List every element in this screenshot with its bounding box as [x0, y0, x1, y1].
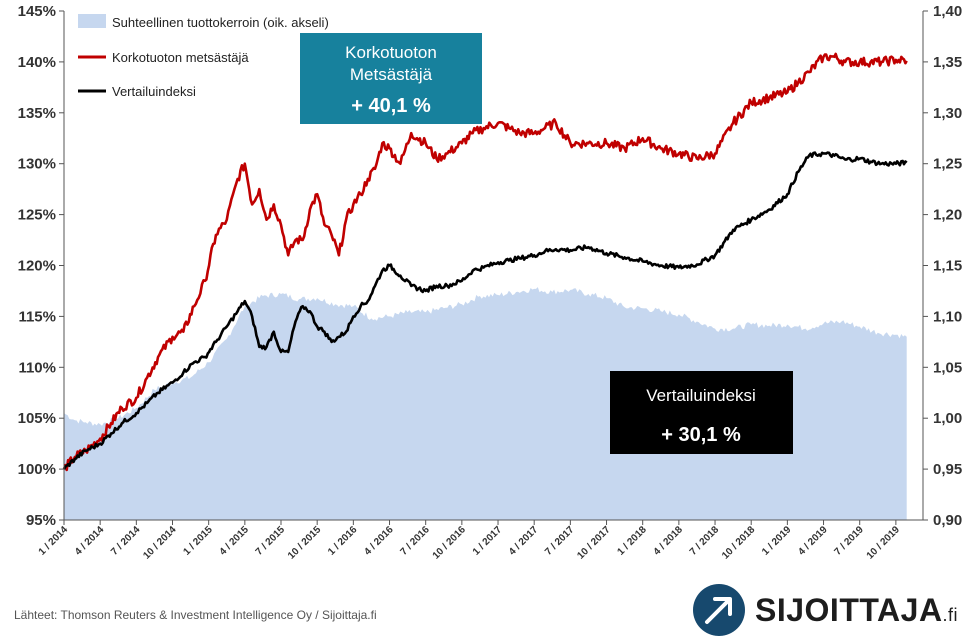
x-tick-label: 7 / 2017 [543, 524, 577, 558]
x-tick-label: 7 / 2015 [254, 524, 288, 558]
x-tick-label: 1 / 2015 [181, 524, 215, 558]
x-tick-label: 10 / 2016 [431, 524, 469, 562]
line-series-vertailuindeksi [62, 151, 908, 470]
left-tick-label: 120% [18, 258, 56, 275]
legend-label: Korkotuoton metsästäjä [112, 50, 249, 65]
legend: Suhteellinen tuottokerroin (oik. akseli)… [78, 14, 329, 99]
left-tick-label: 105% [18, 410, 56, 427]
logo-wordmark: SIJOITTAJA.fi [755, 592, 958, 629]
right-tick-label: 1,10 [933, 308, 962, 325]
callout-vertailuindeksi-value: + 30,1 % [661, 424, 741, 446]
legend-swatch-area [78, 14, 106, 28]
x-tick-label: 10 / 2017 [575, 524, 613, 562]
callout-korkotuoton: Korkotuoton Metsästäjä + 40,1 % [300, 33, 482, 124]
sijoittaja-logo: SIJOITTAJA.fi [693, 584, 973, 636]
left-tick-label: 130% [18, 156, 56, 173]
source-note: Lähteet: Thomson Reuters & Investment In… [14, 608, 377, 622]
left-tick-label: 140% [18, 54, 56, 71]
x-tick-label: 7 / 2018 [688, 524, 722, 558]
callout-korkotuoton-box [300, 33, 482, 124]
x-tick-label: 1 / 2018 [615, 524, 649, 558]
x-tick-label: 4 / 2014 [73, 524, 107, 558]
right-tick-label: 1,30 [933, 105, 962, 122]
x-tick-label: 10 / 2018 [720, 524, 758, 562]
left-tick-label: 100% [18, 461, 56, 478]
right-tick-label: 1,20 [933, 207, 962, 224]
x-tick-label: 4 / 2016 [362, 524, 396, 558]
logo-suffix: .fi [942, 605, 959, 625]
line-series-layer [62, 52, 908, 472]
callout-vertailuindeksi-box [610, 371, 793, 454]
callout-vertailuindeksi: Vertailuindeksi + 30,1 % [610, 371, 793, 454]
x-tick-label: 1 / 2019 [760, 524, 794, 558]
right-tick-label: 1,15 [933, 258, 962, 275]
line-series-korkotuoton-metsastaja [62, 52, 908, 472]
x-tick-label: 1 / 2016 [326, 524, 360, 558]
x-tick-label: 1 / 2017 [471, 524, 505, 558]
x-tick-label: 4 / 2019 [796, 524, 830, 558]
logo-circle [693, 584, 745, 636]
x-tick-label: 7 / 2016 [398, 524, 432, 558]
x-tick-label: 10 / 2015 [286, 524, 324, 562]
callout-korkotuoton-value: + 40,1 % [351, 95, 431, 117]
area-series-suhteellinen [64, 287, 907, 520]
right-tick-label: 0,90 [933, 512, 962, 529]
right-tick-label: 1,35 [933, 54, 962, 71]
x-tick-label: 4 / 2018 [652, 524, 686, 558]
area-series-layer [64, 287, 907, 520]
x-tick-label: 7 / 2019 [832, 524, 866, 558]
right-tick-label: 1,40 [933, 3, 962, 20]
legend-label: Vertailuindeksi [112, 84, 196, 99]
arrow-up-right-icon [705, 597, 732, 624]
right-tick-label: 1,05 [933, 359, 962, 376]
right-tick-label: 0,95 [933, 461, 962, 478]
x-tick-label: 1 / 2014 [37, 524, 71, 558]
left-tick-label: 145% [18, 3, 56, 20]
legend-label: Suhteellinen tuottokerroin (oik. akseli) [112, 15, 329, 30]
logo-name: SIJOITTAJA [755, 592, 943, 628]
x-tick-label: 10 / 2014 [141, 524, 179, 562]
left-tick-label: 135% [18, 105, 56, 122]
left-tick-label: 125% [18, 207, 56, 224]
x-tick-label: 10 / 2019 [865, 524, 903, 562]
left-tick-label: 115% [18, 308, 56, 325]
x-tick-label: 4 / 2015 [218, 524, 252, 558]
left-tick-label: 95% [26, 512, 56, 529]
right-tick-label: 1,25 [933, 156, 962, 173]
right-tick-label: 1,00 [933, 410, 962, 427]
x-tick-label: 7 / 2014 [109, 524, 143, 558]
x-tick-label: 4 / 2017 [507, 524, 541, 558]
callout-vertailuindeksi-line1: Vertailuindeksi [646, 386, 756, 405]
callout-korkotuoton-line1: Korkotuoton [345, 43, 437, 62]
left-tick-label: 110% [18, 359, 56, 376]
callout-korkotuoton-line2: Metsästäjä [350, 65, 433, 84]
